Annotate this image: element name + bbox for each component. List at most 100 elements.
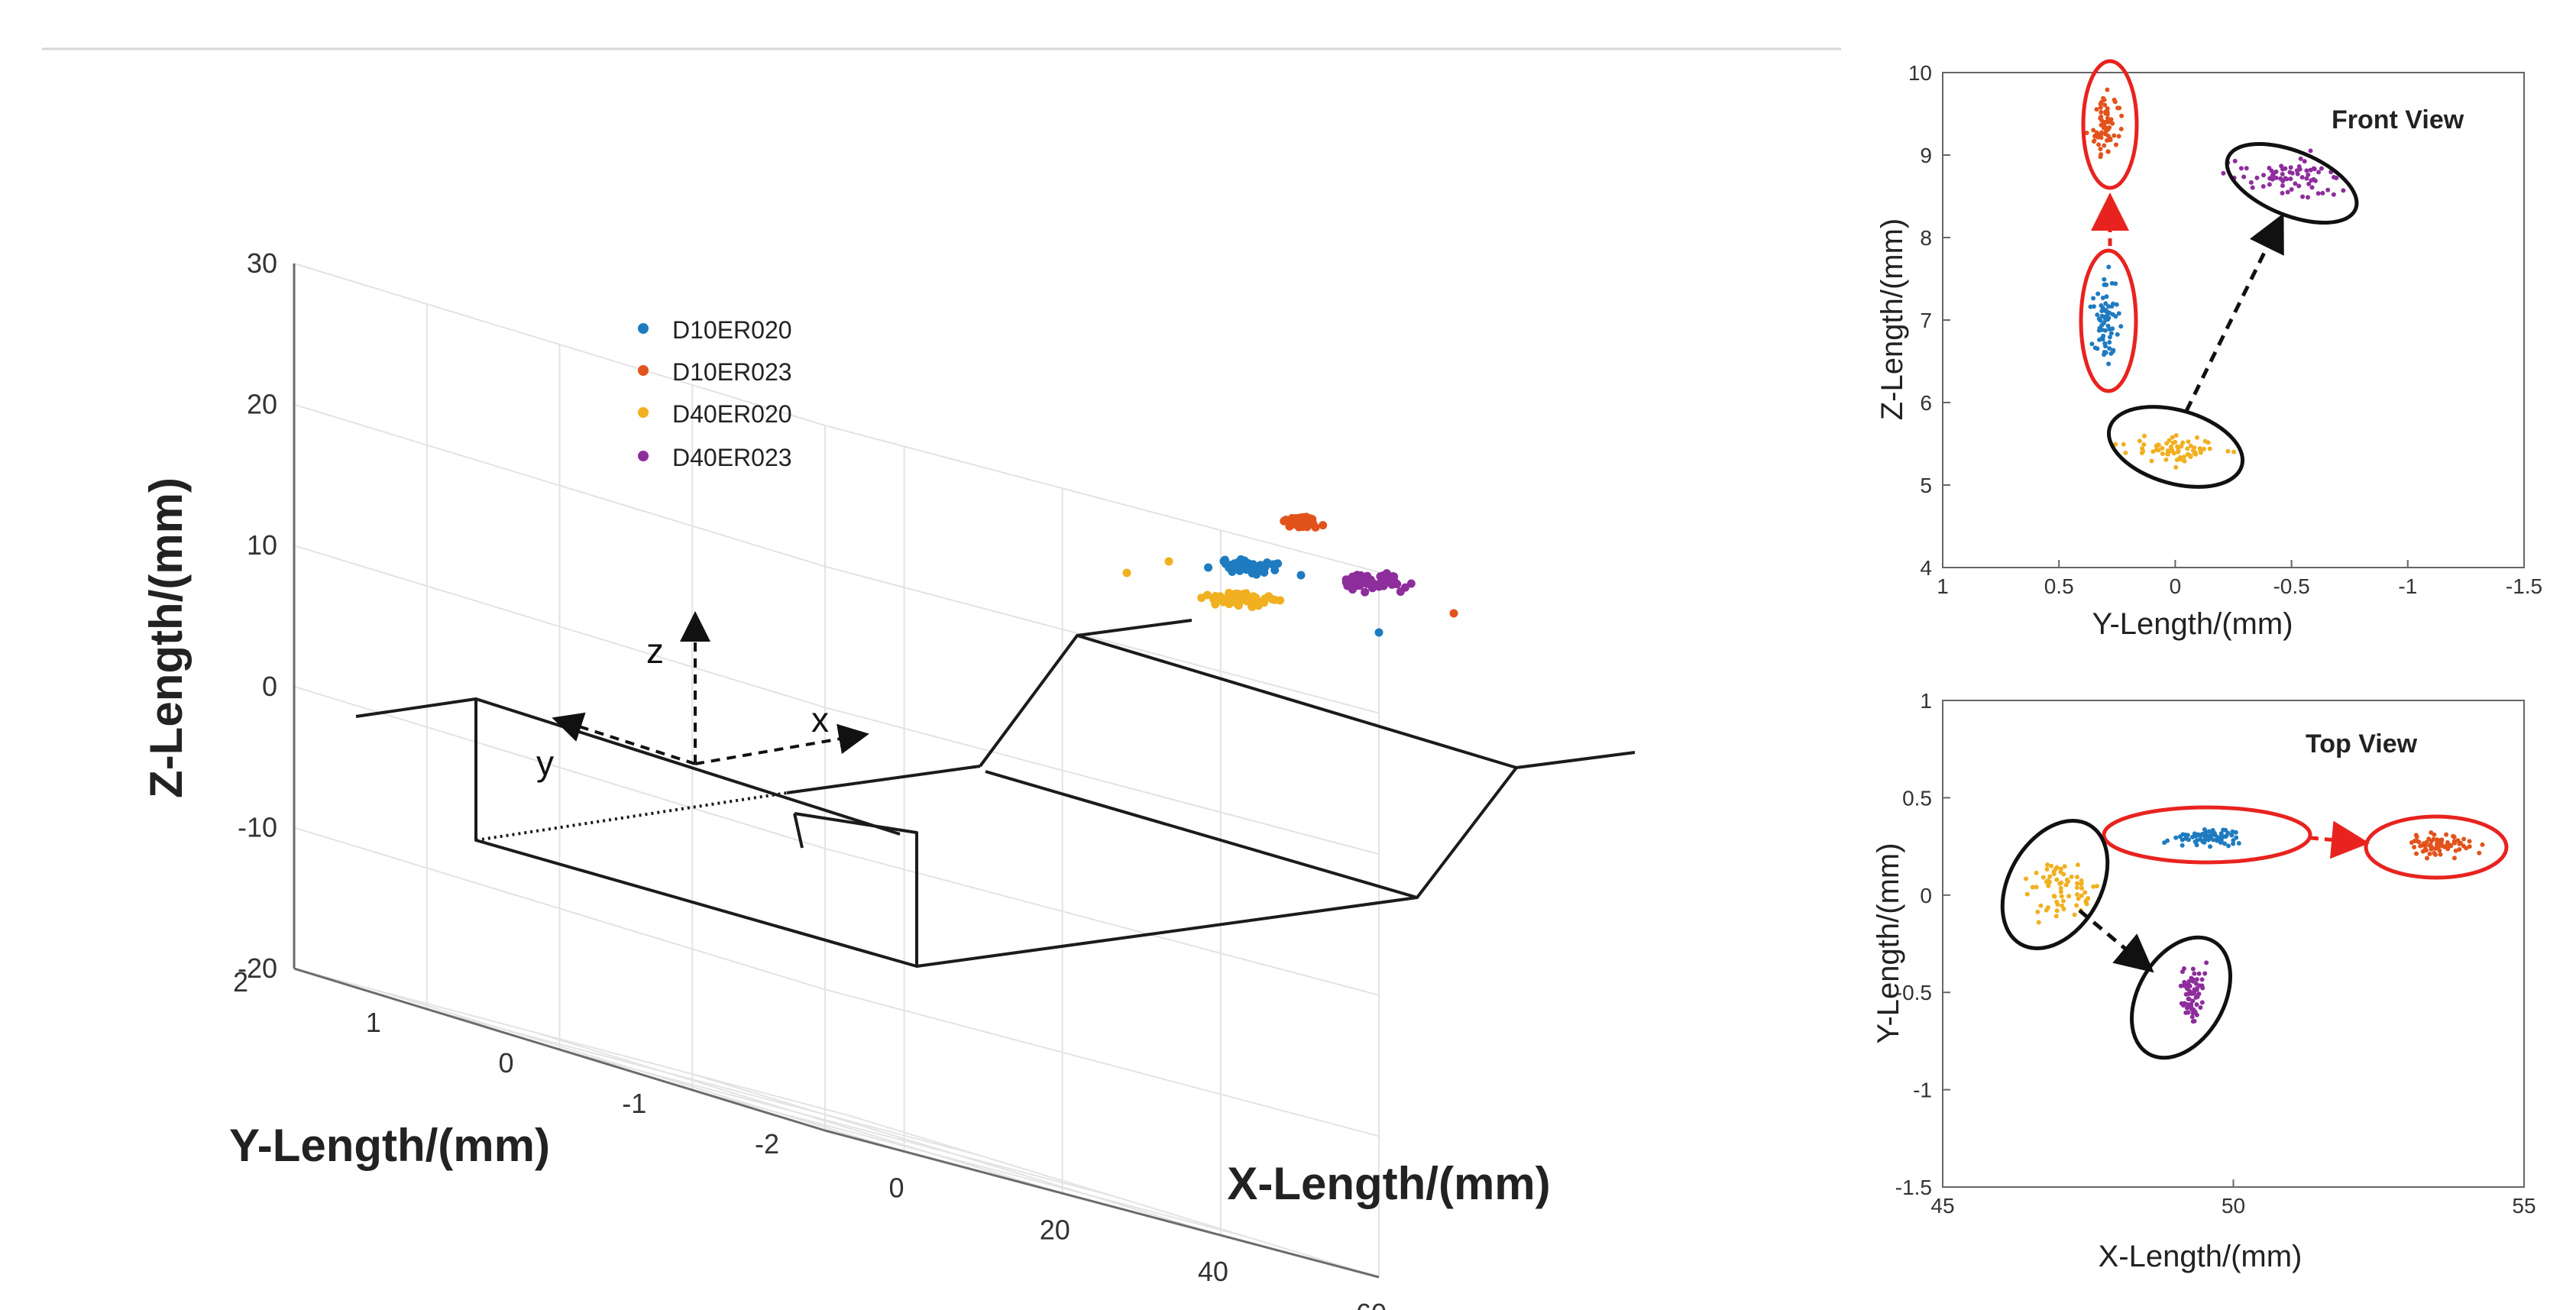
- point-d40er020: [2054, 877, 2060, 882]
- frame-label-y: y: [536, 743, 554, 783]
- point-d10er020: [2108, 331, 2114, 336]
- point-d40er023: [2283, 166, 2288, 171]
- legend-label-d40er023: D40ER023: [672, 444, 792, 471]
- point-d40er020: [2182, 458, 2187, 464]
- point-d40er020: [2176, 445, 2181, 451]
- point-d40er020: [2150, 449, 2156, 454]
- point-d40er023: [2288, 165, 2293, 170]
- legend-marker-d10er020: [638, 323, 649, 334]
- point-d40er020: [2149, 458, 2154, 464]
- point-d10er023: [2099, 130, 2104, 135]
- point-d40er023: [2280, 178, 2286, 183]
- point-d40er020: [2075, 862, 2080, 868]
- front-view-title: Front View: [2332, 105, 2464, 134]
- point-d10er023: [2409, 840, 2414, 846]
- point-d40er020: [2186, 439, 2191, 445]
- point-d40er023: [1378, 580, 1387, 589]
- point-d40er023: [2295, 171, 2300, 176]
- y-arrow: [552, 712, 696, 765]
- red-ellipse-d10er020: [2079, 248, 2138, 393]
- point-d40er023: [2325, 187, 2331, 192]
- legend-marker-d40er020: [638, 407, 649, 418]
- groove-edge: [1076, 634, 1636, 769]
- point-d10er023: [2104, 137, 2109, 143]
- point-d10er020: [2095, 291, 2101, 296]
- point-d10er023: [2100, 123, 2105, 128]
- point-d40er023: [2189, 978, 2194, 983]
- point-d10er020: [2226, 843, 2231, 849]
- point-d10er023: [2084, 131, 2089, 136]
- grid-line: [293, 826, 826, 991]
- point-d40er023: [1367, 581, 1376, 590]
- point-d10er023: [2098, 102, 2103, 107]
- point-d40er023: [2244, 166, 2249, 171]
- point-d40er020: [2079, 881, 2084, 886]
- point-d40er020: [2062, 864, 2067, 869]
- point-d10er020: [2115, 332, 2120, 337]
- point-d10er020: [2099, 322, 2105, 328]
- black-ellipse-top-d40er020: [2000, 818, 2110, 951]
- point-d40er020: [2075, 875, 2080, 880]
- grid-line: [426, 1008, 982, 1156]
- point-d10er023: [2091, 128, 2096, 133]
- z-tick-label: -10: [238, 811, 277, 843]
- point-d10er020: [2091, 296, 2096, 301]
- black-ellipse-d40er023: [2225, 141, 2359, 225]
- point-d10er020: [2091, 304, 2096, 309]
- z-tick-label: -20: [238, 953, 277, 984]
- black-ellipse-top-d40er023: [2130, 935, 2232, 1060]
- point-d40er020: [2174, 457, 2180, 462]
- point-d40er020: [2140, 446, 2145, 451]
- point-d10er023: [1299, 522, 1309, 531]
- front-view-points: [2084, 87, 2346, 470]
- point-d10er023: [2105, 87, 2110, 92]
- point-d10er020: [2103, 301, 2108, 306]
- point-d10er023: [2098, 147, 2103, 152]
- point-d40er020: [2035, 909, 2040, 914]
- point-d40er023: [2270, 176, 2275, 182]
- point-d10er023: [2461, 836, 2467, 842]
- legend-label-d10er020: D10ER020: [672, 316, 792, 344]
- point-d40er020: [2075, 891, 2080, 897]
- point-d10er020: [2088, 304, 2093, 309]
- groove-edge: [916, 766, 1518, 968]
- point-d10er020: [2218, 831, 2224, 836]
- hidden-edge: [475, 791, 788, 842]
- point-d10er020: [1374, 628, 1383, 637]
- point-d10er023: [2423, 848, 2429, 853]
- point-d40er023: [2192, 971, 2197, 976]
- point-d10er020: [2106, 361, 2112, 367]
- point-d10er020: [2099, 309, 2105, 314]
- point-d40er023: [2183, 1010, 2189, 1015]
- point-d40er023: [2299, 175, 2305, 180]
- black-dashed-arrow-top: [2078, 909, 2154, 973]
- point-d10er023: [2092, 134, 2098, 139]
- red-dashed-arrow-top: [2310, 820, 2370, 859]
- point-d40er023: [2200, 985, 2205, 991]
- point-d40er020: [2139, 450, 2144, 455]
- point-d10er020: [2193, 833, 2199, 839]
- point-d10er023: [1306, 516, 1316, 526]
- point-d40er023: [2293, 181, 2298, 186]
- point-d40er020: [2024, 891, 2030, 897]
- point-d40er023: [1343, 581, 1352, 590]
- point-d40er023: [2296, 183, 2302, 189]
- point-d10er023: [2420, 843, 2426, 848]
- point-d10er020: [1236, 555, 1245, 564]
- point-d40er020: [2180, 440, 2186, 445]
- point-d40er023: [2184, 982, 2189, 988]
- point-d10er023: [2119, 113, 2125, 118]
- point-d40er020: [2079, 885, 2085, 891]
- point-d10er023: [2094, 107, 2099, 112]
- point-d10er023: [2116, 134, 2121, 139]
- point-d10er023: [2105, 115, 2110, 121]
- point-d40er020: [1251, 598, 1260, 607]
- point-d10er020: [2162, 840, 2167, 846]
- point-d40er023: [2196, 991, 2201, 997]
- point-d10er020: [2089, 341, 2095, 347]
- point-d10er020: [2107, 335, 2112, 340]
- point-d40er020: [2192, 445, 2197, 451]
- point-d10er023: [2113, 142, 2118, 147]
- y-axis-label: Y-Length/(mm): [229, 1120, 550, 1171]
- point-d40er020: [2202, 446, 2207, 451]
